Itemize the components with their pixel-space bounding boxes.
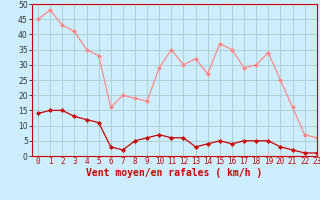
X-axis label: Vent moyen/en rafales ( km/h ): Vent moyen/en rafales ( km/h ) — [86, 168, 262, 178]
